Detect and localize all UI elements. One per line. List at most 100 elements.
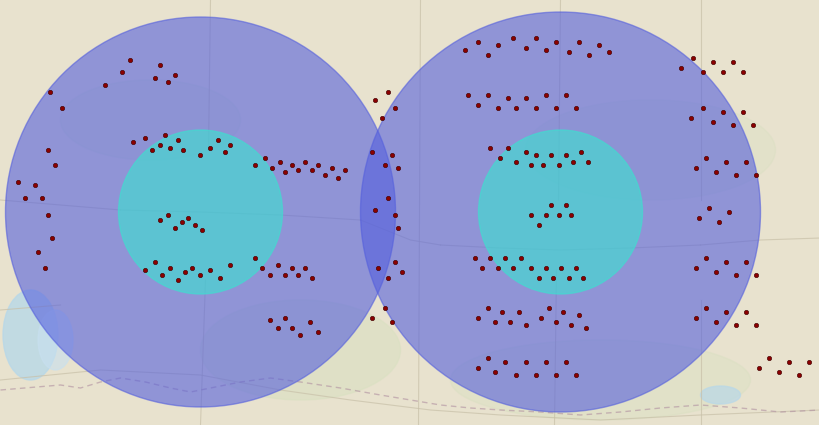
Point [708,319,722,326]
Point [154,62,167,68]
Point [204,144,217,151]
Point [543,201,556,208]
Point [718,258,731,265]
Point [154,217,167,224]
Point [182,215,195,221]
Point [748,272,761,278]
Point [272,262,285,269]
Point [578,325,591,332]
Point [286,325,299,332]
Point [528,105,541,111]
Point [518,359,532,366]
Point [274,159,287,165]
Point [164,144,177,151]
Point [219,149,232,156]
Point [504,319,517,326]
Point [501,95,514,102]
Point [718,309,731,315]
Point [532,221,545,228]
Point [42,147,55,153]
Point [495,309,509,315]
Point [491,265,505,272]
Point [311,162,324,168]
Point [698,255,711,261]
Point [738,258,751,265]
Point [472,365,485,371]
Point [563,212,577,218]
Point [264,272,277,278]
Point [299,265,312,272]
Point [735,68,748,75]
Point [177,147,190,153]
Point [115,68,129,75]
Point [391,164,405,171]
Point [124,57,137,63]
Point [156,272,169,278]
Point [543,152,556,159]
Point [304,319,317,326]
Point [488,319,501,326]
Point [224,142,237,148]
Point [325,164,338,171]
Point [249,162,262,168]
Point [573,149,586,156]
Point [378,162,391,168]
Point [528,371,541,378]
Point [509,105,522,111]
Point [483,144,496,151]
Point [761,354,774,361]
Point [518,95,532,102]
Point [179,269,192,275]
Point [708,169,722,176]
Point [580,159,593,165]
Point [551,162,564,168]
Point [386,319,399,326]
Point [555,309,568,315]
Point [505,34,518,41]
Point [673,65,686,71]
Circle shape [478,130,642,294]
Point [568,265,581,272]
Point [154,142,167,148]
Point [483,255,496,261]
Point [472,314,485,321]
Point [738,309,751,315]
Circle shape [119,130,283,294]
Point [256,265,269,272]
Point [523,162,536,168]
Point [372,265,385,272]
Point [49,162,62,168]
Point [561,275,574,281]
Point [375,115,388,122]
Point [688,314,701,321]
Point [735,109,748,116]
Point [472,102,485,108]
Circle shape [360,12,759,412]
Point [698,155,711,162]
Point [188,221,201,228]
Ellipse shape [201,300,400,400]
Point [468,255,482,261]
Point [533,314,546,321]
Point [172,277,185,283]
Point [715,68,728,75]
Point [715,109,728,116]
Point [728,322,741,329]
Point [272,325,285,332]
Point [721,209,734,215]
Point [482,305,495,312]
Point [686,54,699,61]
Ellipse shape [699,386,740,404]
Point [571,312,584,318]
Point [751,365,764,371]
Point [56,105,69,111]
Point [172,136,185,143]
Point [695,68,708,75]
Point [382,195,395,201]
Point [382,275,395,281]
Point [738,159,751,165]
Point [311,329,324,335]
Point [459,47,472,54]
Point [169,71,182,78]
Point [12,178,25,185]
